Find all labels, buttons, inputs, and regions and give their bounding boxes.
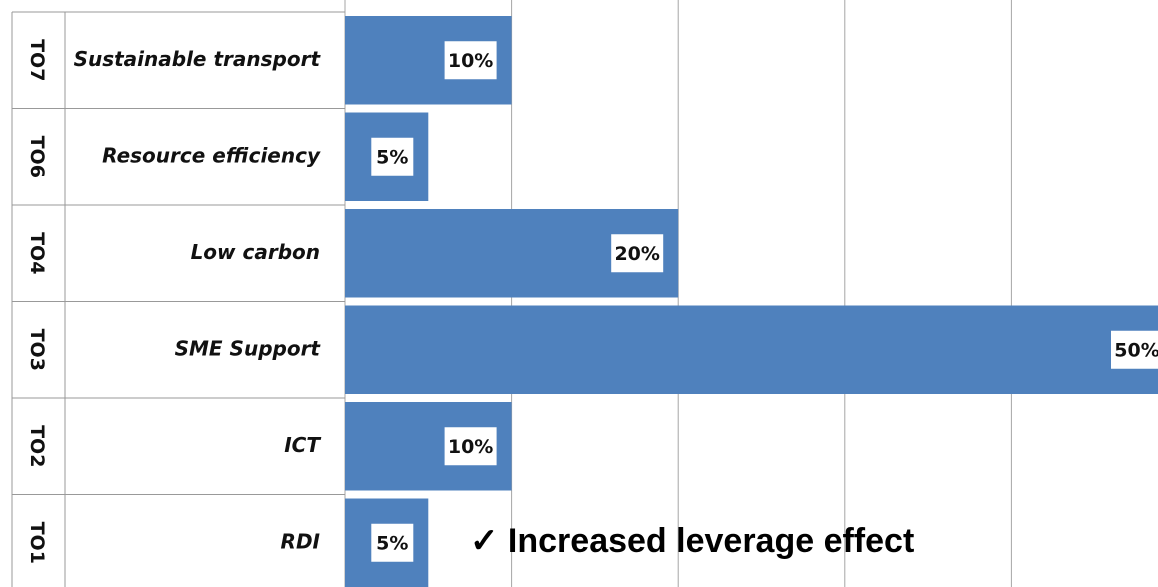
value-label: 10% bbox=[448, 50, 493, 72]
value-label: 5% bbox=[376, 532, 408, 554]
category-label: ICT bbox=[284, 433, 321, 457]
value-label: 20% bbox=[614, 243, 659, 265]
category-code: TO1 bbox=[26, 522, 48, 564]
category-code: TO3 bbox=[26, 329, 48, 371]
value-label-box bbox=[371, 523, 414, 562]
value-label: 50% bbox=[1114, 339, 1158, 361]
category-code: TO4 bbox=[26, 232, 48, 274]
bar bbox=[345, 305, 1158, 394]
category-code: TO7 bbox=[26, 39, 48, 81]
category-code: TO2 bbox=[26, 425, 48, 467]
category-label: RDI bbox=[281, 529, 321, 553]
category-label: Sustainable transport bbox=[74, 47, 322, 71]
category-code: TO6 bbox=[26, 136, 48, 178]
category-label: SME Support bbox=[175, 336, 322, 360]
value-label-box bbox=[371, 137, 414, 176]
value-label-box bbox=[444, 427, 497, 466]
value-label-box bbox=[1111, 330, 1158, 369]
value-label-box bbox=[444, 41, 497, 80]
category-label: Resource efficiency bbox=[102, 143, 321, 167]
value-label: 5% bbox=[376, 146, 408, 168]
value-label-box bbox=[611, 234, 664, 273]
category-label: Low carbon bbox=[191, 240, 320, 264]
value-label: 10% bbox=[448, 436, 493, 458]
annotation: ✓ Increased leverage effect bbox=[470, 522, 914, 560]
